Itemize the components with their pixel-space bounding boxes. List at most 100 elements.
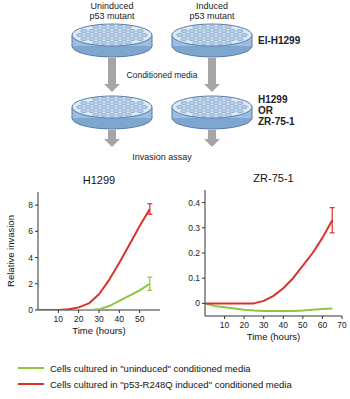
cell [121,101,127,104]
x-tick-label: 20 [74,314,84,324]
x-tick-label: 40 [279,320,289,330]
cell [177,33,183,36]
y-tick [202,202,205,203]
y-tick-label: 4 [28,253,33,263]
cell [217,113,223,116]
cell [125,33,131,36]
cell [229,109,235,112]
cell [181,109,187,112]
cell [217,25,223,28]
cell [93,33,99,36]
y-tick-label: 0 [195,298,200,308]
cell [81,29,87,32]
chart: ZR-75-100.10.20.30.410203040506070Time (… [188,172,347,342]
cell [109,105,115,108]
cell [201,41,207,44]
error-stem [332,208,333,233]
target-dish [72,96,152,129]
cell [201,113,207,116]
x-tick [342,316,343,319]
error-bar [330,208,335,233]
cell [193,25,199,28]
cell [133,33,139,36]
source-label: p53 mutant [189,11,235,21]
error-stem [149,204,150,214]
cell [213,37,219,40]
cell [241,105,247,108]
cell [141,33,147,36]
y-tick-label: 8 [28,200,33,210]
cell [209,25,215,28]
y-tick [202,227,205,228]
cell [125,41,131,44]
cell [105,37,111,40]
y-tick [35,310,38,311]
cell [229,37,235,40]
cell [217,105,223,108]
x-tick [139,310,140,313]
cell [93,97,99,100]
cell [189,37,195,40]
x-tick [302,316,303,319]
dish-top [72,24,152,46]
x-tick-label: 20 [239,320,249,330]
cell [193,33,199,36]
cell [77,105,83,108]
cell [93,25,99,28]
source-label: Induced [196,1,228,11]
error-cap [147,203,152,204]
cell [233,33,239,36]
series-line [38,284,150,310]
cell [229,101,235,104]
plot-area [38,204,152,310]
cell [105,101,111,104]
y-tick-label: 2 [28,279,33,289]
cell [197,37,203,40]
cell [89,37,95,40]
cell [113,37,119,40]
cell [97,37,103,40]
cell [81,37,87,40]
y-tick-label: 0.2 [188,248,200,258]
y-axis [38,192,39,310]
series-line [205,220,332,303]
dish-top [172,24,252,46]
y-tick [35,205,38,206]
y-tick-label: 0.4 [188,198,200,208]
target-dish [172,96,252,129]
cell [197,101,203,104]
error-cap [330,232,335,233]
arrow [204,130,220,147]
cell [81,101,87,104]
cell [85,33,91,36]
cell [201,97,207,100]
cell [237,109,243,112]
cell [109,25,115,28]
cell [221,29,227,32]
cell [237,29,243,32]
cell [85,105,91,108]
cell [209,41,215,44]
figure: Uninducedp53 mutantInducedp53 mutantEI-H… [0,0,350,399]
cell [217,33,223,36]
cell [193,113,199,116]
legend-swatch [18,383,44,385]
cell [137,109,143,112]
x-tick-label: 70 [337,320,347,330]
cell [121,109,127,112]
cell [201,25,207,28]
cell [101,25,107,28]
cell [125,113,131,116]
y-tick [202,278,205,279]
cell [101,113,107,116]
cell [221,109,227,112]
cell [133,105,139,108]
cell [129,109,135,112]
cell [241,33,247,36]
error-stem [149,277,150,290]
cell [129,101,135,104]
x-tick [78,310,79,313]
cell [117,41,123,44]
cell [129,29,135,32]
cell [221,101,227,104]
